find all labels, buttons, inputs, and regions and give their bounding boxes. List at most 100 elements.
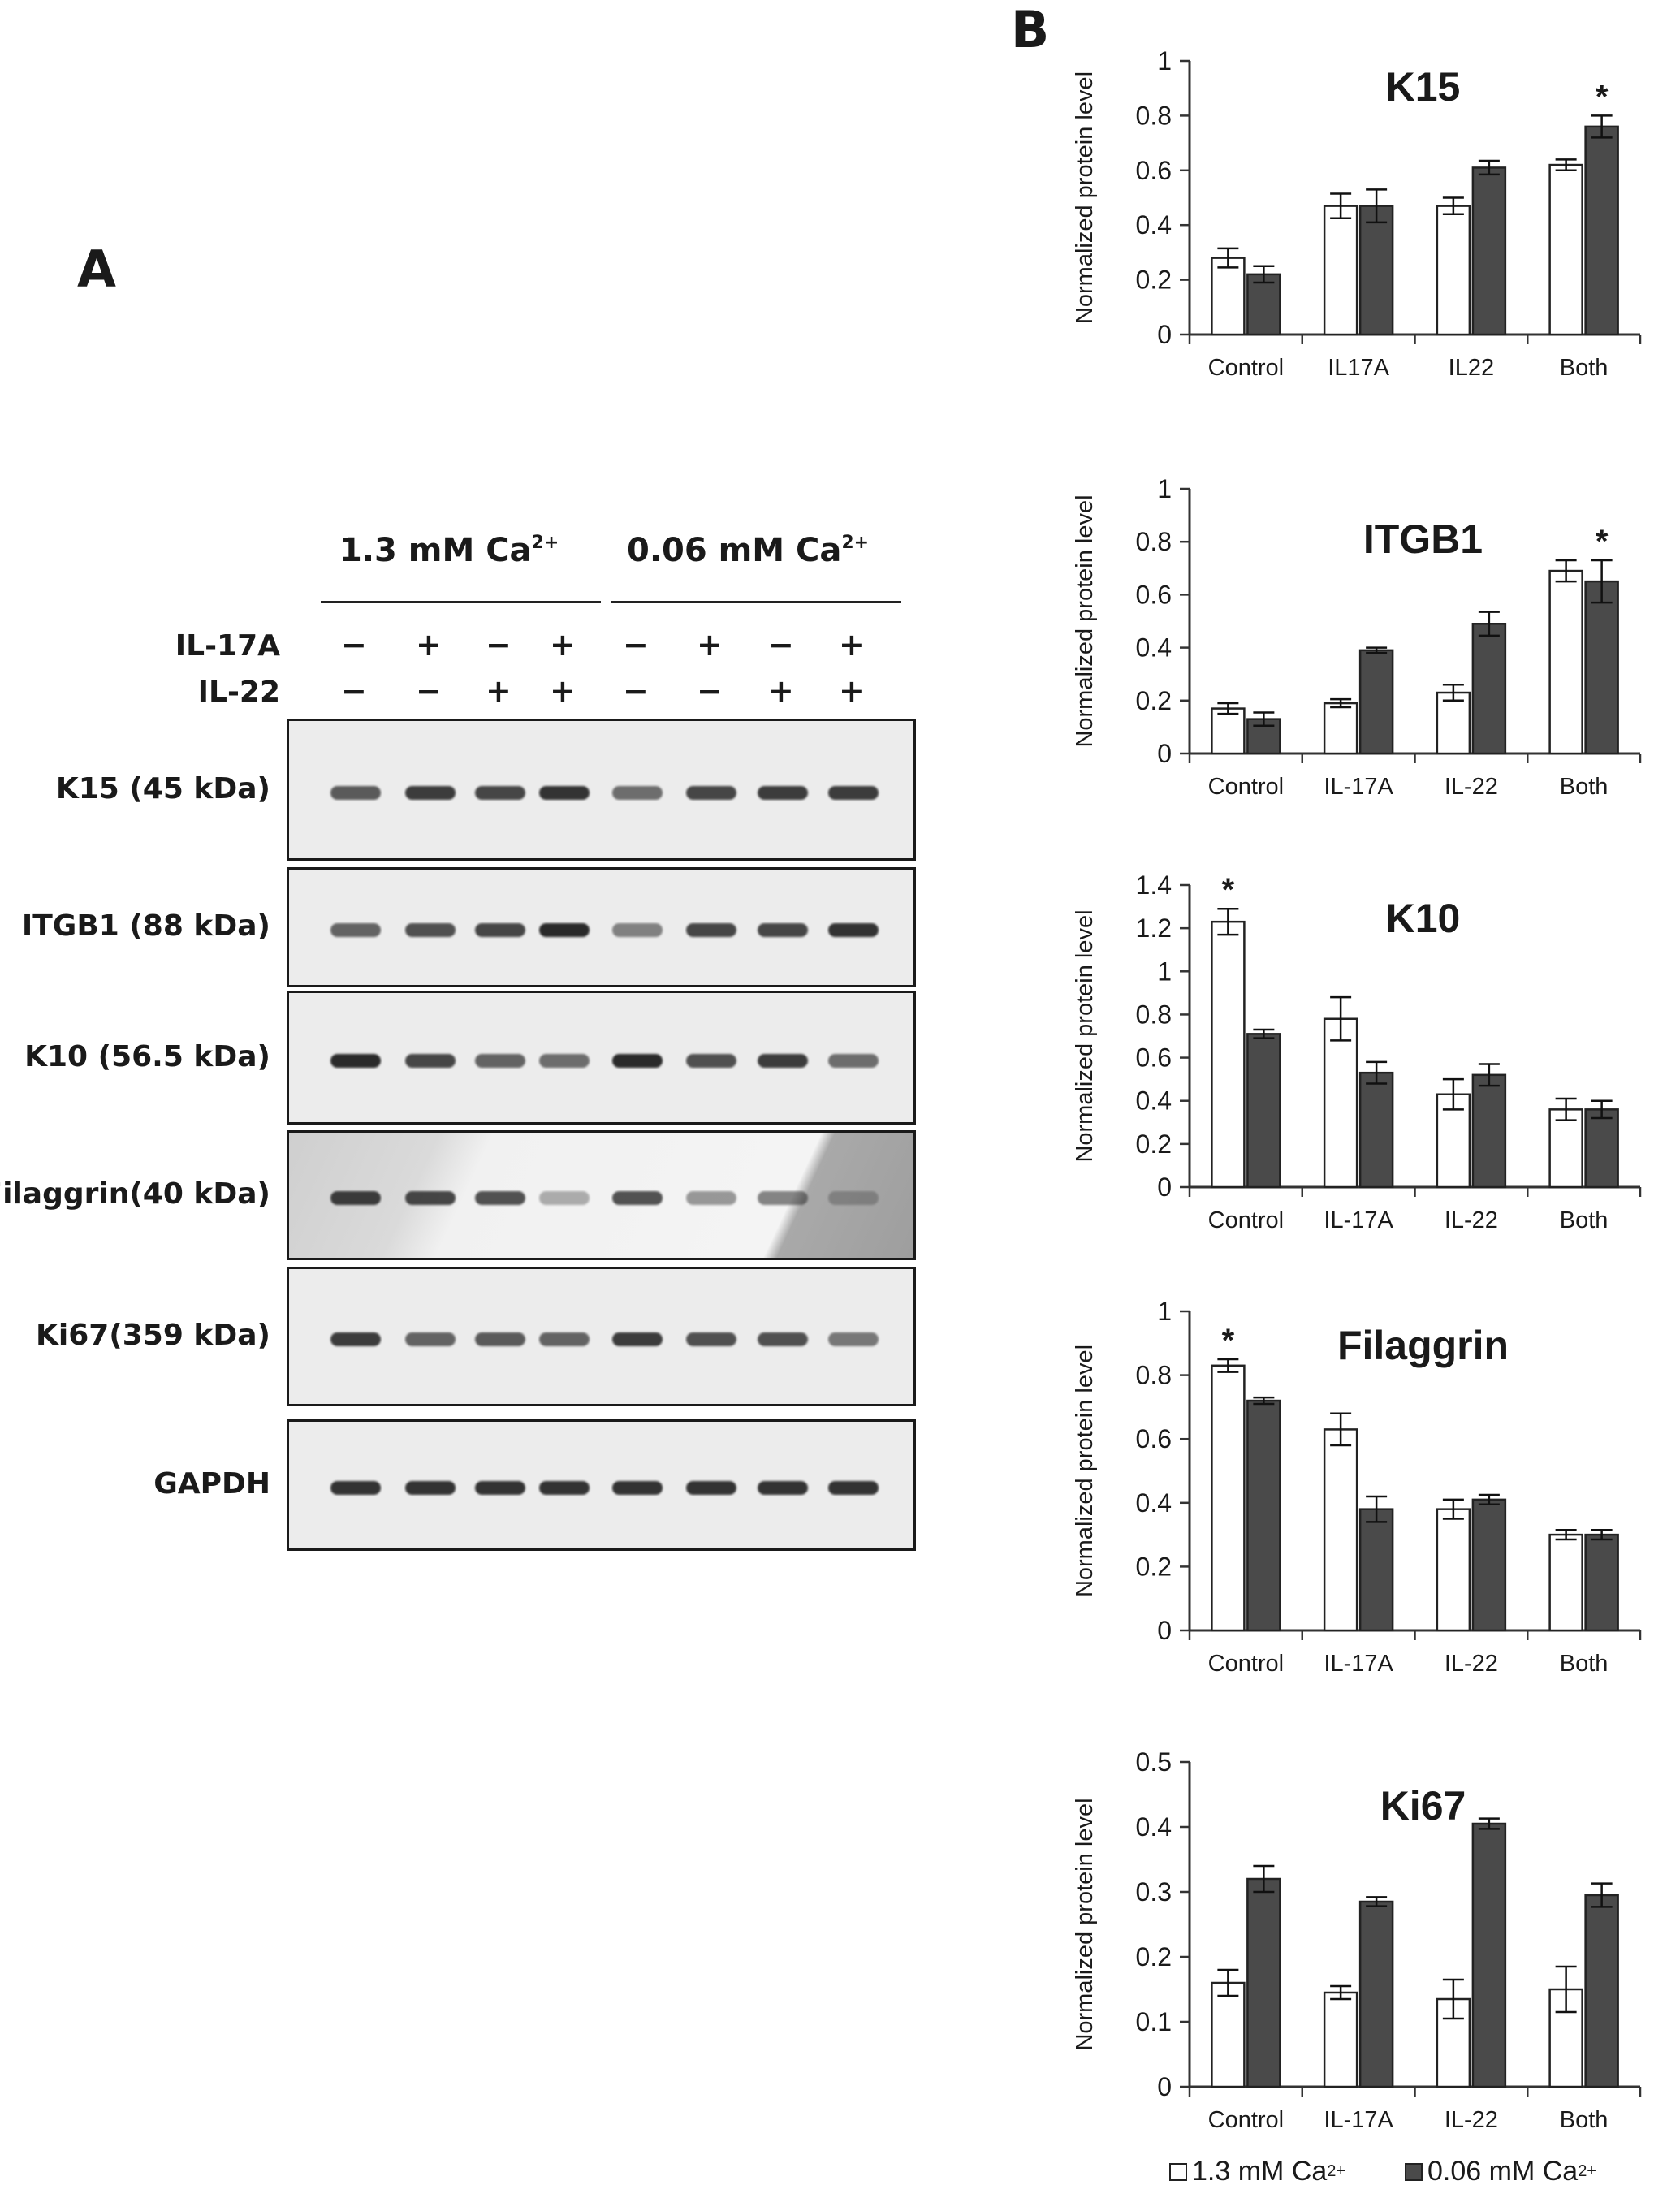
bar: [1471, 166, 1507, 336]
y-axis-label: Normalized protein level: [1072, 494, 1098, 747]
y-tick-label: 0.8: [1136, 1361, 1172, 1390]
y-axis-label: Normalized protein level: [1072, 1345, 1098, 1597]
y-tick-label: 1.4: [1136, 870, 1172, 900]
blot-band: [828, 1191, 879, 1205]
significance-mark: *: [1596, 79, 1609, 114]
treatment-sign: +: [839, 627, 865, 663]
blot-band: [539, 1332, 590, 1346]
treatment-sign: −: [697, 673, 723, 709]
y-tick-label: 0.4: [1136, 1488, 1172, 1518]
blot-band: [330, 785, 381, 800]
chart-title: ITGB1: [1363, 516, 1483, 562]
significance-mark: *: [1222, 1323, 1235, 1358]
blot-band: [405, 1481, 456, 1495]
blot-band: [828, 923, 879, 937]
bar: [1358, 1071, 1394, 1189]
blot-band: [686, 923, 736, 937]
bar: [1471, 623, 1507, 755]
blot-band: [475, 785, 525, 800]
x-tick-label: Control: [1208, 1207, 1285, 1233]
blot-band: [612, 1191, 663, 1205]
chart-ki67: Ki67 Normalized protein level 0 0.1 0.2 0.3 0.…: [1072, 1747, 1642, 2133]
y-tick-label: 1: [1157, 46, 1172, 76]
y-tick-label: 0.8: [1136, 1000, 1172, 1029]
blot-band: [475, 923, 525, 937]
blot-band: [539, 923, 590, 937]
group-underline-2: [611, 601, 901, 603]
blot-band: [539, 1053, 590, 1068]
group-header-sup: 2+: [841, 532, 870, 553]
treatment-sign: −: [341, 627, 367, 663]
blot-band: [330, 1332, 381, 1346]
blot-band: [475, 1191, 525, 1205]
treatment-label: IL-22: [197, 676, 280, 709]
legend-text: 0.06 mM Ca: [1427, 2156, 1579, 2187]
y-axis-label: Normalized protein level: [1072, 1798, 1098, 2050]
y-axis-label: Normalized protein level: [1072, 909, 1098, 1162]
chart-itgb1: ITGB1 Normalized protein level 0 0.2 0.4 0.6 0…: [1072, 474, 1642, 800]
x-tick-label: Both: [1560, 774, 1609, 800]
x-tick-label: IL-17A: [1324, 1651, 1393, 1677]
blot-label: ITGB1 (88 kDa): [21, 909, 270, 943]
blot-band: [612, 1481, 663, 1495]
blot-label: GAPDH: [153, 1467, 270, 1501]
bar: [1436, 1508, 1471, 1632]
blot-band: [475, 1053, 525, 1068]
x-tick-label: Control: [1208, 774, 1285, 800]
legend-item-0-06mm: 0.06 mM Ca 2+: [1405, 2156, 1596, 2187]
treatment-sign: −: [768, 627, 794, 663]
bar: [1211, 920, 1246, 1189]
blot-band: [758, 1332, 808, 1346]
y-tick-label: 0.5: [1136, 1747, 1172, 1777]
treatment-sign: +: [768, 673, 794, 709]
blot-band: [405, 785, 456, 800]
bar: [1548, 1533, 1583, 1632]
blot-band: [475, 1332, 525, 1346]
bar: [1211, 707, 1246, 755]
x-tick-label: Both: [1560, 1207, 1609, 1233]
y-tick-label: 0: [1157, 1616, 1172, 1645]
blot-band: [758, 1481, 808, 1495]
x-tick-label: Both: [1560, 1651, 1609, 1677]
bar: [1358, 1900, 1394, 2088]
x-tick-label: IL-22: [1445, 1651, 1498, 1677]
bar: [1246, 1399, 1281, 1632]
treatment-sign: +: [416, 627, 442, 663]
group-header-text: 0.06 mM Ca: [627, 532, 842, 569]
blot-band: [539, 785, 590, 800]
bar: [1211, 1981, 1246, 2088]
legend-swatch-white: [1169, 2162, 1187, 2181]
group-underline-1: [321, 601, 601, 603]
y-tick-label: 0.8: [1136, 101, 1172, 130]
bar: [1323, 1428, 1358, 1632]
chart-k15: K15 Normalized protein level 0 0.2 0.4 0.6 0.8…: [1072, 46, 1642, 381]
blot-band: [330, 1191, 381, 1205]
y-tick-label: 0.6: [1136, 156, 1172, 185]
y-tick-label: 0.2: [1136, 266, 1172, 295]
blot-band: [475, 1481, 525, 1495]
bar: [1436, 205, 1471, 336]
x-tick-label: IL22: [1449, 355, 1494, 381]
bar: [1471, 1498, 1507, 1632]
treatment-sign: −: [416, 673, 442, 709]
legend-text: 1.3 mM Ca: [1192, 2156, 1328, 2187]
x-tick-label: IL-17A: [1324, 2107, 1393, 2133]
blot-band: [828, 1053, 879, 1068]
y-tick-label: 0.6: [1136, 580, 1172, 609]
blot-band: [405, 1053, 456, 1068]
blot-band: [330, 1481, 381, 1495]
treatment-sign: +: [550, 627, 576, 663]
blot-band: [405, 1191, 456, 1205]
y-tick-label: 0.8: [1136, 527, 1172, 556]
treatment-sign: −: [623, 673, 649, 709]
blot-band: [405, 923, 456, 937]
panel-a-letter: A: [77, 240, 116, 299]
bar: [1323, 702, 1358, 755]
bar: [1436, 691, 1471, 755]
blot-band: [758, 1053, 808, 1068]
x-tick-label: Control: [1208, 2107, 1285, 2133]
blot-band: [612, 923, 663, 937]
bar: [1358, 205, 1394, 336]
